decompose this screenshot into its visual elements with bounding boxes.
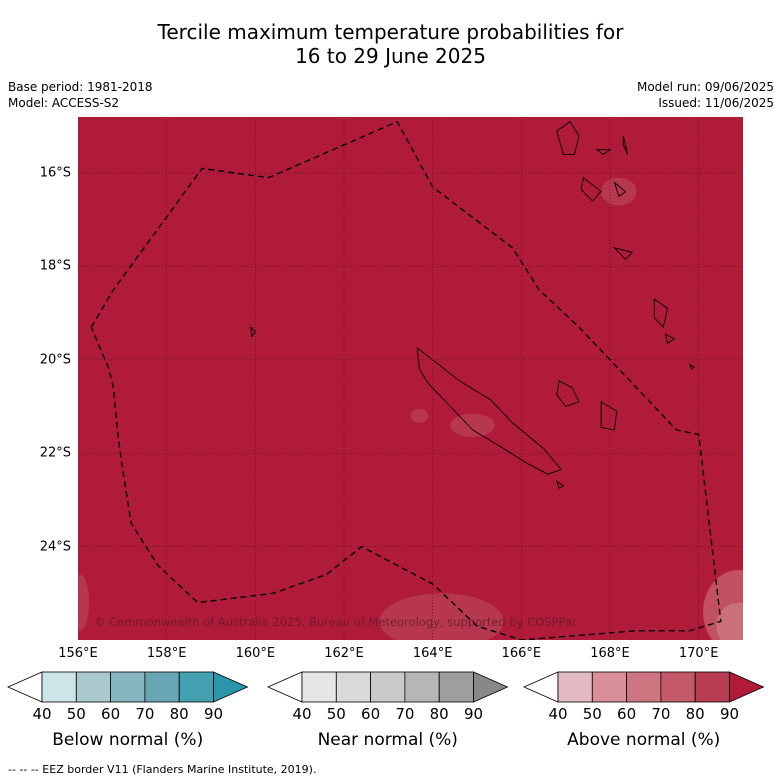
colorbar-title: Near normal (%) [317, 730, 458, 750]
island-coastline [595, 149, 612, 155]
probability-patch [410, 408, 429, 423]
colorbar-title: Above normal (%) [567, 730, 721, 750]
title-line-2: 16 to 29 June 2025 [295, 44, 486, 68]
colorbar-tick-label: 40 [292, 705, 312, 723]
header-left: Base period: 1981-2018 Model: ACCESS-S2 [8, 79, 153, 111]
map-title: Tercile maximum temperature probabilitie… [0, 20, 781, 68]
colorbar-tick-label: 50 [582, 705, 602, 723]
colorbar-tick-label: 80 [429, 705, 449, 723]
colorbar-tick-label: 60 [361, 705, 381, 723]
longitude-label: 168°E [590, 646, 630, 661]
graticule [78, 117, 743, 640]
probability-patch [601, 177, 637, 206]
colorbar-tick-label: 50 [66, 705, 86, 723]
model-run-label: Model run: 09/06/2025 [636, 80, 774, 94]
eez-border [90, 120, 722, 640]
colorbar-tick-label: 40 [32, 705, 52, 723]
base-period-label: Base period: 1981-2018 [8, 80, 153, 94]
island-coastline [622, 135, 629, 155]
probability-patches [78, 177, 743, 640]
header-right: Model run: 09/06/2025 Issued: 11/06/2025 [637, 79, 774, 111]
longitude-label: 164°E [412, 646, 453, 661]
latitude-label: 16°S [39, 165, 71, 181]
probability-patch [78, 574, 90, 631]
island-coastline [250, 325, 256, 338]
map-layer: © Commonwealth of Australia 2025, Bureau… [78, 117, 743, 640]
latitude-label: 24°S [39, 539, 71, 555]
copyright-notice: © Commonwealth of Australia 2025, Bureau… [94, 615, 578, 629]
longitude-label: 162°E [324, 646, 364, 661]
island-coastline [416, 347, 562, 475]
longitude-label: 170°E [678, 646, 719, 661]
colorbar-tick-label: 50 [326, 705, 346, 723]
colorbar-tick-label: 70 [395, 705, 415, 723]
colorbar-title: Below normal (%) [52, 730, 204, 750]
colorbar-tick-label: 90 [463, 705, 484, 723]
probability-patch [450, 413, 495, 437]
colorbar-tick-label: 90 [719, 705, 740, 723]
map-background [78, 117, 743, 640]
eez-legend-footer: -- -- -- EEZ border V11 (Flanders Marine… [8, 763, 317, 776]
island-coastline [613, 181, 627, 198]
longitude-label: 166°E [501, 646, 542, 661]
island-coastline [556, 380, 580, 408]
probability-patch [716, 602, 743, 640]
probability-patch [379, 593, 504, 640]
island-coastline [555, 480, 565, 489]
colorbar-tick-label: 80 [169, 705, 189, 723]
colorbar-tick-label: 70 [651, 705, 671, 723]
colorbar-tick-label: 60 [101, 705, 121, 723]
latitude-label: 22°S [39, 445, 71, 461]
colorbar-tick-label: 60 [617, 705, 637, 723]
title-line-1: Tercile maximum temperature probabilitie… [157, 20, 624, 44]
colorbar-tick-label: 70 [135, 705, 155, 723]
island-coastline [664, 333, 676, 345]
colorbar-tick-label: 40 [548, 705, 568, 723]
colorbar-tick-label: 80 [685, 705, 705, 723]
island-coastline [612, 246, 634, 261]
island-coastline [556, 121, 580, 155]
longitude-label: 160°E [235, 646, 276, 661]
island-coastline [600, 401, 618, 431]
issued-label: Issued: 11/06/2025 [658, 96, 774, 110]
model-label: Model: ACCESS-S2 [8, 96, 120, 110]
longitude-label: 156°E [58, 646, 98, 661]
island-coastline [653, 298, 669, 329]
island-coastline [580, 176, 602, 202]
coastlines [250, 121, 695, 489]
latitude-label: 18°S [39, 258, 71, 274]
colorbar-tick-label: 90 [203, 705, 224, 723]
latitude-label: 20°S [39, 352, 71, 368]
island-coastline [688, 363, 695, 370]
longitude-label: 158°E [146, 646, 187, 661]
